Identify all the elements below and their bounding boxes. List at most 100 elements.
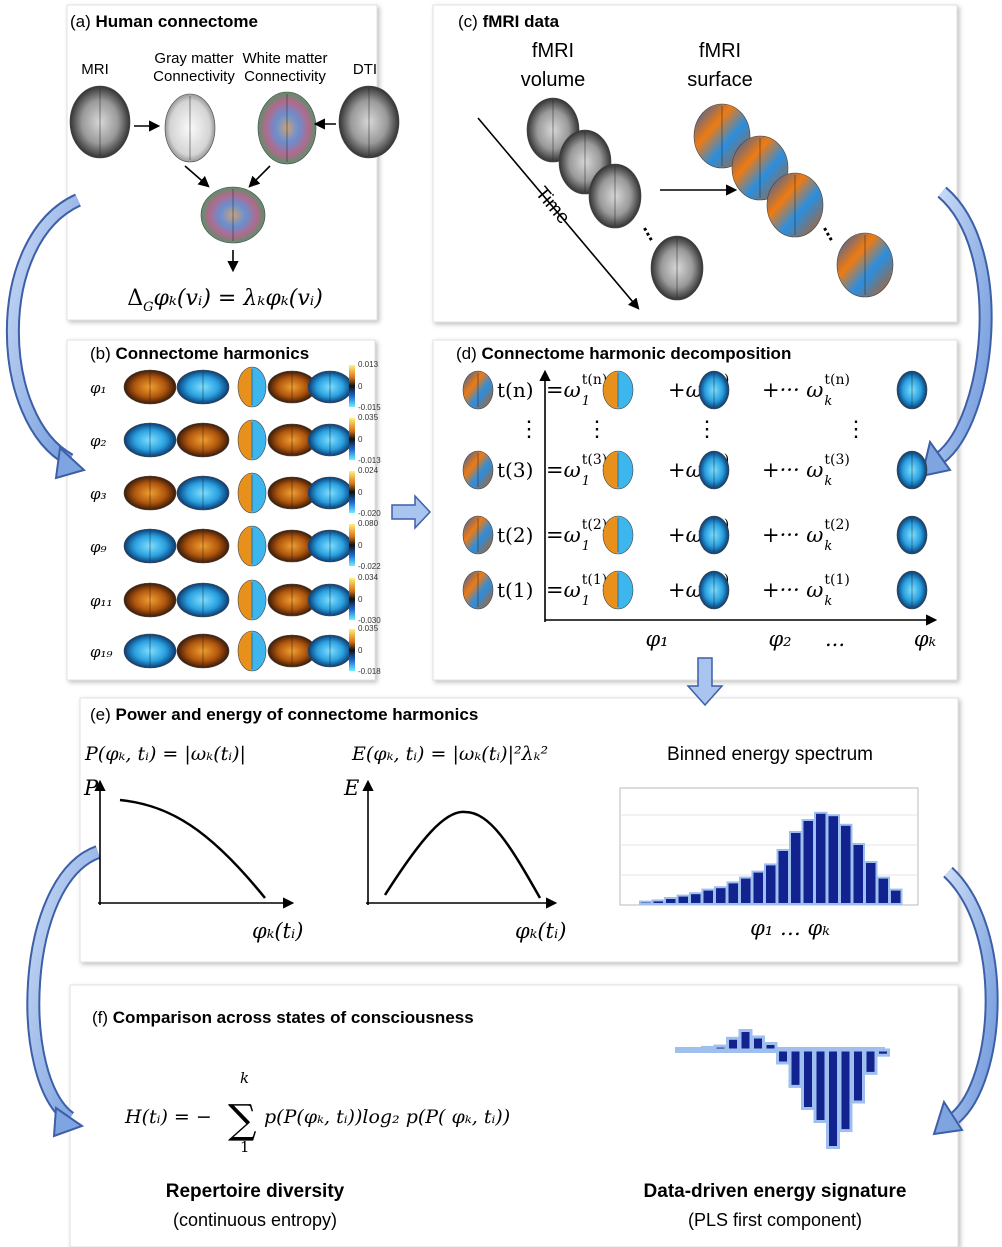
colorbar-zero: 0 — [358, 488, 363, 497]
power-formula: P(φₖ, tᵢ) = |ωₖ(tᵢ)| — [84, 743, 246, 765]
axis-letter: P — [83, 776, 99, 800]
signature-bar — [715, 1046, 726, 1050]
entropy-lhs: H(tᵢ) = − — [124, 1106, 212, 1128]
panel-heading: (a) Human connectome — [70, 12, 258, 31]
image-label: volume — [521, 69, 585, 91]
coefficient: =ω — [546, 378, 581, 402]
spectrum-bar — [840, 825, 852, 904]
colorbar — [349, 365, 355, 407]
signature-bar — [690, 1049, 701, 1050]
harmonic-axis-label: φ₂ — [768, 627, 791, 651]
panel-title: Connectome harmonic decomposition — [482, 344, 792, 363]
spectrum-title: Binned energy spectrum — [667, 744, 873, 765]
spectrum-bar — [865, 862, 877, 904]
axis-letter: E — [343, 776, 359, 800]
harmonic-label: φ₁₁ — [90, 592, 113, 610]
spectrum-bar — [778, 850, 790, 904]
time-point: t(1) — [497, 578, 533, 602]
colorbar-max: 0.034 — [358, 573, 379, 582]
signature-bar — [765, 1044, 776, 1051]
equation-part: Δ — [127, 286, 143, 311]
image-label: fMRI — [532, 40, 574, 62]
colorbar-zero: 0 — [358, 595, 363, 604]
spectrum-bar — [790, 832, 802, 904]
coefficient-superscript: t(n) — [824, 372, 850, 388]
coefficient-subscript: k — [824, 539, 832, 554]
signature-bar — [828, 1050, 839, 1148]
modality-label: Connectivity — [153, 68, 235, 85]
spectrum-bar — [740, 878, 752, 904]
spectrum-bar — [853, 844, 865, 904]
colorbar-min: -0.020 — [358, 509, 381, 518]
colorbar-max: 0.035 — [358, 624, 379, 633]
colorbar-zero: 0 — [358, 541, 363, 550]
sum-lower: 1 — [240, 1138, 250, 1156]
signature-bar — [853, 1050, 864, 1102]
coefficient-subscript: 1 — [582, 474, 590, 489]
measure-subtitle: (continuous entropy) — [173, 1210, 337, 1230]
panel-label: (f) — [92, 1008, 108, 1027]
coefficient-subscript: k — [824, 394, 832, 409]
spectrum-bar — [678, 896, 690, 904]
panel-heading: (c) fMRI data — [458, 12, 560, 31]
colorbar-max: 0.080 — [358, 519, 379, 528]
coefficient-subscript: k — [824, 474, 832, 489]
harmonic-label: φ₉ — [90, 538, 107, 556]
colorbar-min: -0.018 — [358, 667, 381, 676]
block-arrow — [392, 496, 430, 528]
colorbar — [349, 578, 355, 620]
coefficient: +ω — [668, 458, 703, 482]
signature-bar — [703, 1047, 714, 1050]
signature-bar — [728, 1038, 739, 1050]
vertical-dots: ⋮ — [845, 417, 867, 442]
coefficient: +ω — [668, 578, 703, 602]
image-label: fMRI — [699, 40, 741, 62]
entropy-rhs: p(P(φₖ, tᵢ))log₂ p(P( φₖ, tᵢ)) — [264, 1106, 510, 1128]
spectrum-bar — [753, 872, 765, 904]
panel-heading: (d) Connectome harmonic decomposition — [456, 344, 791, 363]
colorbar-zero: 0 — [358, 382, 363, 391]
panel-title: Human connectome — [96, 12, 258, 31]
spectrum-bar — [715, 887, 727, 904]
spectrum-bar — [890, 890, 902, 904]
signature-bar — [865, 1050, 876, 1073]
axis-label: φₖ(tᵢ) — [252, 919, 303, 943]
colorbar — [349, 524, 355, 566]
harmonic-axis-label: φₖ — [914, 627, 937, 651]
signature-bar — [778, 1050, 789, 1063]
colorbar-min: -0.015 — [358, 403, 381, 412]
measure-title: Data-driven energy signature — [644, 1181, 907, 1202]
harmonic-label: φ₂ — [90, 432, 107, 450]
panel-label: (b) — [90, 344, 111, 363]
coefficient-subscript: 1 — [582, 394, 590, 409]
spectrum-bar — [815, 813, 827, 904]
axis-label: φₖ(tᵢ) — [515, 919, 566, 943]
figure: (a) Human connectomeMRIGray matterConnec… — [0, 0, 1002, 1247]
colorbar-min: -0.022 — [358, 562, 381, 571]
colorbar-zero: 0 — [358, 435, 363, 444]
harmonic-label: φ₁₉ — [90, 643, 113, 661]
coefficient: +··· ω — [762, 523, 823, 547]
vertical-dots: ⋮ — [696, 417, 718, 442]
spectrum-bar — [765, 864, 777, 904]
panel-title: Comparison across states of consciousnes… — [113, 1008, 474, 1027]
time-point: t(3) — [497, 458, 533, 482]
coefficient-subscript: 1 — [582, 539, 590, 554]
colorbar-max: 0.024 — [358, 466, 379, 475]
coefficient-superscript: t(2) — [824, 517, 849, 533]
panel-label: (c) — [458, 12, 478, 31]
panel-label: (a) — [70, 12, 91, 31]
signature-bar — [878, 1050, 889, 1055]
coefficient-subscript: k — [824, 594, 832, 609]
equation-subscript: G — [143, 300, 153, 315]
coefficient-superscript: t(3) — [824, 452, 849, 468]
panel-label: (d) — [456, 344, 477, 363]
coefficient: =ω — [546, 458, 581, 482]
modality-label: Gray matter — [154, 50, 233, 67]
harmonic-axis-label: φ₁ — [645, 627, 668, 651]
vertical-dots: ⋮ — [586, 417, 608, 442]
spectrum-bar — [828, 815, 840, 904]
colorbar — [349, 471, 355, 513]
coefficient: =ω — [546, 578, 581, 602]
equation: ΔGφₖ(vᵢ) = λₖφₖ(vᵢ) — [127, 286, 323, 315]
